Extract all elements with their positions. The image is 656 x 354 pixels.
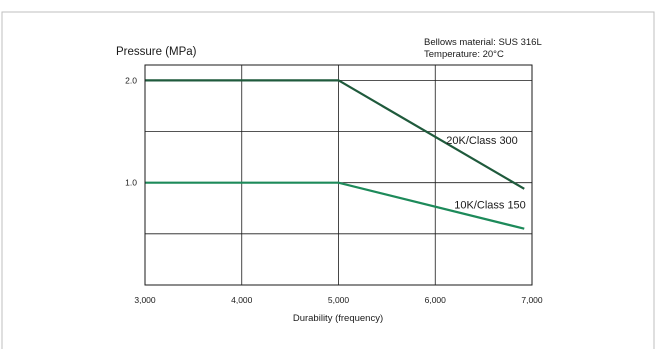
y-tick-label: 1.0 (125, 178, 137, 188)
x-tick-label: 7,000 (521, 295, 543, 305)
x-tick-label: 5,000 (328, 295, 350, 305)
grid (144, 65, 533, 285)
series-label: 10K/Class 150 (454, 200, 526, 212)
series-label: 20K/Class 300 (446, 135, 518, 147)
x-axis-label: Durability (frequency) (293, 313, 383, 324)
annotation-temperature: Temperature: 20°C (424, 49, 504, 60)
x-tick-label: 4,000 (231, 295, 253, 305)
series-lines (145, 79, 525, 230)
plot-area-border (144, 64, 533, 286)
series-labels: 20K/Class 300 10K/Class 150 (446, 135, 526, 212)
y-tick-label: 2.0 (125, 75, 137, 85)
series-line-10k-class-150 (145, 181, 525, 230)
x-tick-label: 3,000 (134, 295, 156, 305)
tick-labels: 3,000 4,000 5,000 6,000 7,000 1.0 2.0 (125, 75, 543, 305)
series-line-20k-class-300 (145, 79, 525, 190)
y-axis-label: Pressure (MPa) (116, 46, 197, 58)
annotation-bellows-material: Bellows material: SUS 316L (424, 37, 542, 48)
x-tick-label: 6,000 (425, 295, 447, 305)
